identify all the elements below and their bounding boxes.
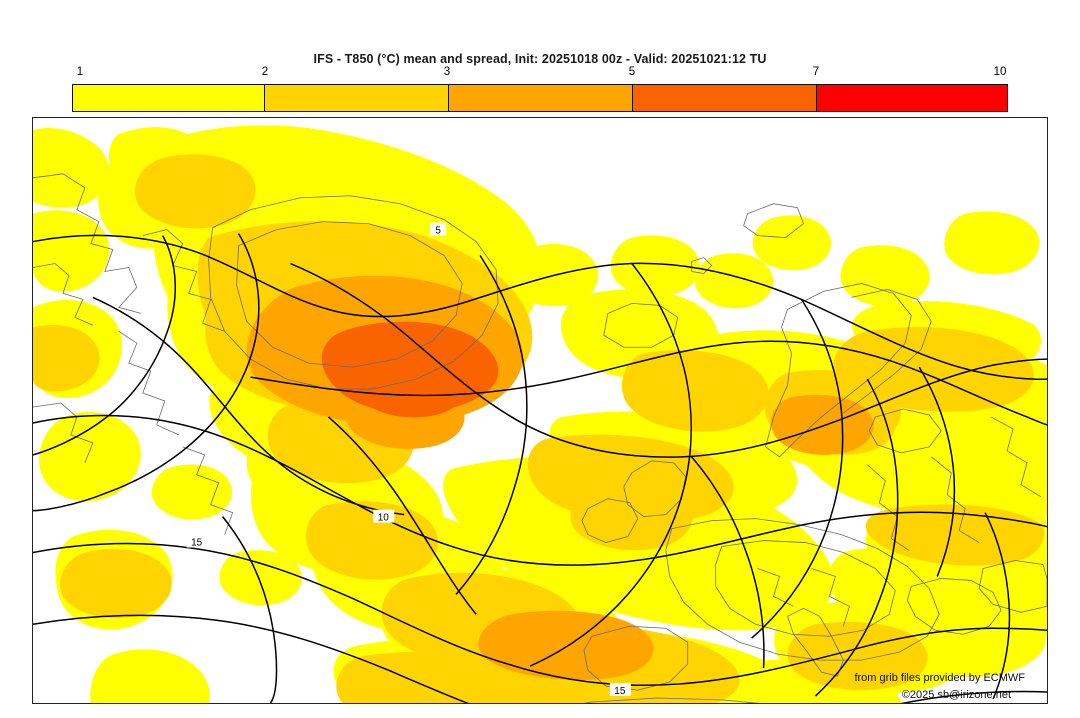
colorbar-band-3-5 — [449, 85, 633, 111]
contour-label-15-south: 15 — [614, 686, 626, 697]
colorbar-band-2-3 — [265, 85, 449, 111]
colorbar-tick-2: 2 — [261, 66, 269, 78]
colorbar-tick-7: 7 — [812, 66, 820, 78]
colorbar-tick-3b: 3 — [443, 66, 451, 78]
contour-label-15-west: 15 — [191, 538, 203, 549]
contour-layer — [33, 233, 1047, 703]
page-title: IFS - T850 (°C) mean and spread, Init: 2… — [313, 52, 767, 66]
weather-map[interactable]: 5 10 15 15 — [33, 118, 1047, 703]
map-canvas[interactable]: 5 10 15 15 from grib files provided by E… — [32, 117, 1048, 704]
attribution-copyright: ©2025 sb@irizone.net — [901, 689, 1011, 701]
contour-label-layer: 5 10 15 15 — [186, 222, 631, 697]
attribution-source: from grib files provided by ECMWF — [854, 672, 1025, 684]
contour-label-10: 10 — [378, 513, 390, 524]
colorbar-band-1-2 — [73, 85, 265, 111]
contour-label-5: 5 — [435, 226, 441, 237]
colorbar-tick-10: 10 — [993, 66, 1007, 78]
colorbar-tick-5: 5 — [628, 66, 636, 78]
colorbar-band-7-10 — [817, 85, 1007, 111]
colorbar-band-5-7 — [633, 85, 817, 111]
colorbar: 1 2 3 5 7 10 — [72, 66, 1008, 112]
colorbar-bands[interactable] — [72, 84, 1008, 112]
colorbar-tick-1: 1 — [76, 66, 84, 78]
coastline-layer — [33, 173, 1047, 703]
